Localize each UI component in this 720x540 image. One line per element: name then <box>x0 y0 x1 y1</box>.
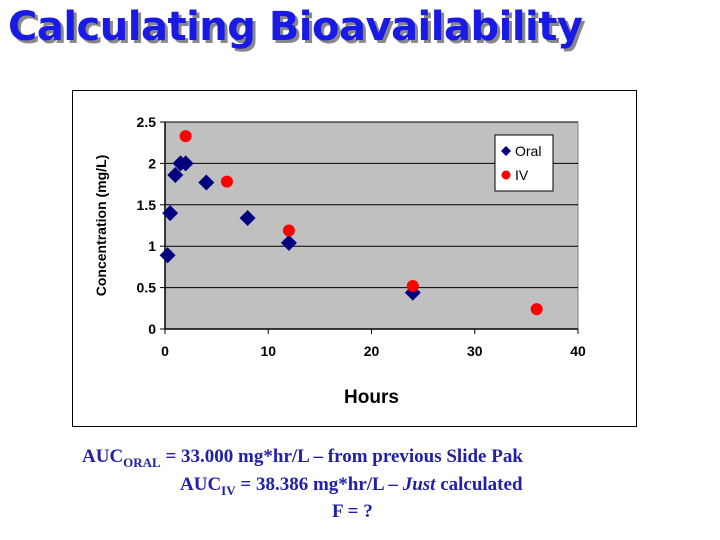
auc-iv-value: = 38.386 mg*hr/L – <box>235 474 403 495</box>
auc-oral-line: AUCORAL = 33.000 mg*hr/L – from previous… <box>82 446 523 471</box>
data-point-oral <box>167 166 184 183</box>
data-point-oral <box>177 155 194 172</box>
x-tick-label: 10 <box>260 343 276 359</box>
auc-label: AUC <box>82 446 124 467</box>
slide-title: Calculating Bioavailability <box>8 4 583 50</box>
y-tick-label: 2 <box>148 155 156 171</box>
auc-subscript: ORAL <box>123 454 161 470</box>
data-point-iv <box>179 130 192 143</box>
data-point-iv <box>406 279 419 292</box>
auc-label: AUC <box>180 474 222 495</box>
legend-marker-oral <box>501 146 511 156</box>
data-point-iv <box>220 175 233 188</box>
scatter-plot: 0 0.5 1 1.5 2 2.5 0 10 20 30 40 Hours Concentration … <box>93 114 586 408</box>
y-tick-label: 0 <box>148 321 156 337</box>
auc-iv-line: AUCIV = 38.386 mg*hr/L – Just calculated <box>180 474 523 499</box>
data-point-oral <box>159 247 176 264</box>
y-tick-label: 1.5 <box>137 197 157 213</box>
data-point-iv <box>282 224 295 237</box>
x-axis-title: Hours <box>344 387 399 408</box>
data-point-iv <box>530 303 543 316</box>
auc-iv-emphasis: Just <box>402 474 436 495</box>
data-point-oral <box>162 205 179 222</box>
y-axis-title: Concentration (mg/L) <box>93 155 109 297</box>
auc-iv-note: calculated <box>435 474 523 495</box>
y-tick-label: 1 <box>148 238 156 254</box>
y-tick-label: 2.5 <box>137 114 157 130</box>
legend-label-iv: IV <box>515 167 529 183</box>
legend-marker-iv <box>501 170 511 180</box>
data-point-oral <box>198 174 215 191</box>
f-question: F = ? <box>332 501 373 522</box>
x-tick-label: 40 <box>570 343 586 359</box>
data-point-oral <box>280 234 297 251</box>
chart: 0 0.5 1 1.5 2 2.5 0 10 20 30 40 Hours Concentration … <box>72 90 637 427</box>
y-tick-label: 0.5 <box>137 280 157 296</box>
data-point-oral <box>239 210 256 227</box>
auc-oral-value: = 33.000 mg*hr/L – from previous Slide P… <box>160 446 523 467</box>
x-tick-label: 0 <box>161 343 169 359</box>
x-tick-label: 30 <box>467 343 483 359</box>
legend <box>494 134 554 192</box>
auc-subscript: IV <box>221 482 236 498</box>
legend-label-oral: Oral <box>515 143 541 159</box>
x-tick-label: 20 <box>364 343 380 359</box>
